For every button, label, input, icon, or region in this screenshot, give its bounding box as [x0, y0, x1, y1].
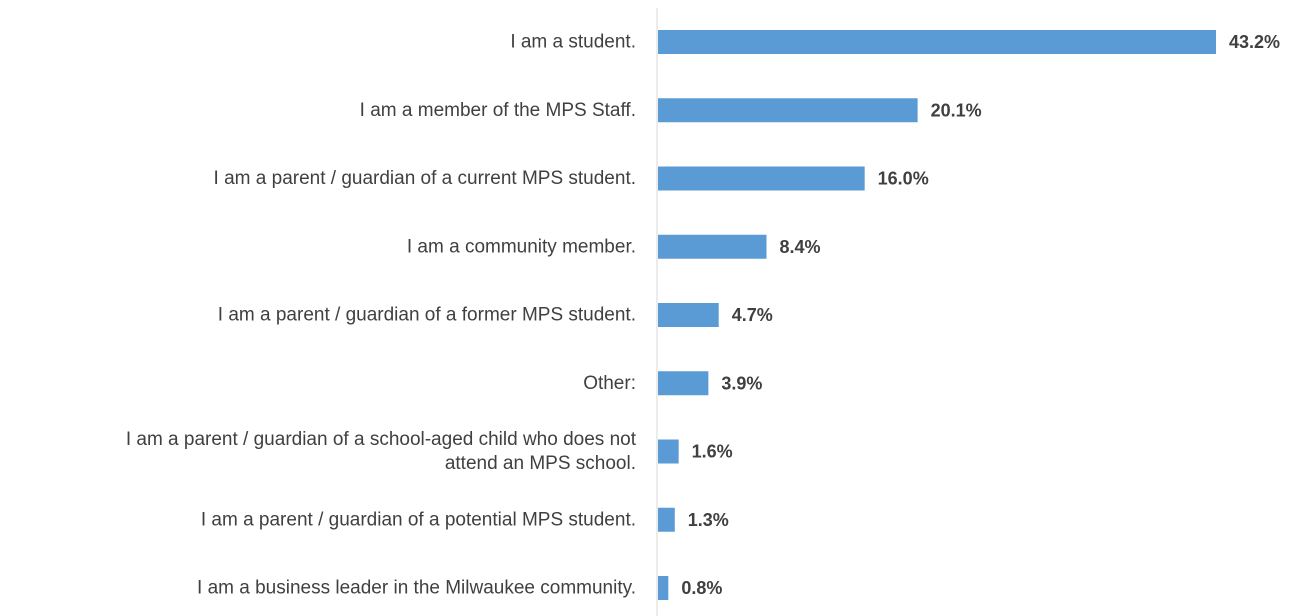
data-label: 1.3%	[688, 510, 729, 530]
category-label: I am a community member.	[407, 236, 636, 257]
bar-series	[658, 30, 1216, 600]
bar	[658, 439, 679, 464]
data-label: 43.2%	[1229, 32, 1280, 52]
category-label: I am a member of the MPS Staff.	[360, 100, 636, 121]
category-label: attend an MPS school.	[445, 453, 636, 474]
category-label: I am a student.	[510, 32, 636, 53]
category-label: Other:	[583, 373, 636, 394]
data-label: 3.9%	[721, 373, 762, 393]
bar	[658, 234, 767, 259]
value-labels: 43.2% 20.1% 16.0% 8.4% 4.7% 3.9% 1.6% 1.3% 0.8%	[681, 32, 1280, 598]
category-label: I am a parent / guardian of a former MPS…	[218, 305, 636, 326]
category-label: I am a parent / guardian of a current MP…	[214, 168, 636, 189]
bar	[658, 576, 669, 600]
bar	[658, 166, 865, 191]
data-label: 8.4%	[780, 237, 821, 257]
category-labels: I am a student. I am a member of the MPS …	[126, 32, 637, 599]
data-label: 20.1%	[931, 100, 982, 120]
data-label: 16.0%	[878, 169, 929, 189]
data-label: 4.7%	[732, 305, 773, 325]
data-label: 1.6%	[692, 442, 733, 462]
bar	[658, 30, 1216, 54]
bar	[658, 507, 675, 532]
category-label: I am a parent / guardian of a school-age…	[126, 429, 637, 450]
category-label: I am a business leader in the Milwaukee …	[197, 578, 636, 599]
data-label: 0.8%	[681, 578, 722, 598]
bar	[658, 98, 918, 123]
bar	[658, 303, 719, 327]
category-label: I am a parent / guardian of a potential …	[201, 509, 636, 530]
bar	[658, 371, 709, 396]
